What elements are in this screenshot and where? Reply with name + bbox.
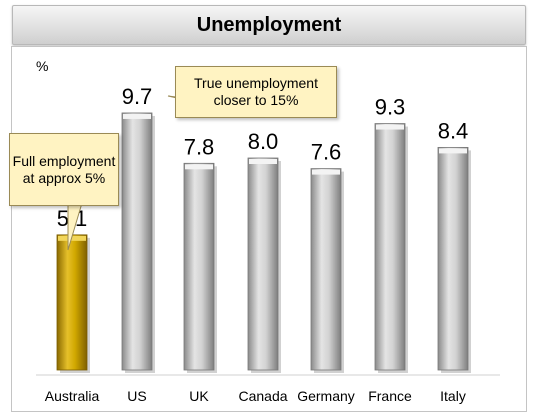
chart-title: Unemployment xyxy=(196,13,342,36)
value-label-germany: 7.6 xyxy=(311,140,342,165)
bar-cap-italy xyxy=(439,148,467,154)
bar-cap-us xyxy=(123,113,151,119)
bar-cap-australia xyxy=(58,235,86,241)
category-label-italy: Italy xyxy=(440,388,466,404)
bar-cap-uk xyxy=(185,164,213,170)
category-label-germany: Germany xyxy=(297,388,355,404)
bar-cap-canada xyxy=(249,159,277,164)
value-label-canada: 8.0 xyxy=(248,129,279,154)
bar-australia xyxy=(56,234,88,371)
value-label-france: 9.3 xyxy=(375,95,406,120)
bar-france xyxy=(374,123,406,371)
bar-italy xyxy=(437,146,469,371)
bar-cap-france xyxy=(376,124,404,130)
category-label-france: France xyxy=(368,388,412,404)
value-label-uk: 7.8 xyxy=(184,134,215,159)
bar-germany xyxy=(310,168,342,371)
callout-us-text: True unemployment closer to 15% xyxy=(194,75,318,108)
value-label-italy: 8.4 xyxy=(438,118,469,143)
y-axis-unit-label: % xyxy=(36,58,49,74)
category-label-australia: Australia xyxy=(45,388,100,404)
callout-australia-text: Full employment at approx 5% xyxy=(12,152,116,186)
bar-cap-germany xyxy=(312,169,340,175)
value-label-us: 9.7 xyxy=(122,84,153,109)
callout-us: True unemployment closer to 15% xyxy=(175,66,337,118)
bar-us xyxy=(121,112,153,371)
bar-canada xyxy=(247,157,279,371)
chart-title-bar: Unemployment xyxy=(12,5,526,45)
bar-uk xyxy=(183,162,215,371)
category-label-us: US xyxy=(127,388,146,404)
category-label-uk: UK xyxy=(189,388,209,404)
category-label-canada: Canada xyxy=(238,388,287,404)
callout-australia: Full employment at approx 5% xyxy=(9,133,119,206)
